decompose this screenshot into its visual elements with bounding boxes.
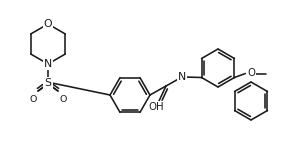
Text: O: O: [44, 19, 52, 29]
Text: N: N: [44, 59, 52, 69]
Text: O: O: [59, 94, 67, 104]
Text: S: S: [44, 78, 51, 88]
Text: OH: OH: [148, 102, 164, 112]
Text: O: O: [248, 69, 255, 79]
Text: N: N: [178, 72, 186, 82]
Text: O: O: [29, 94, 37, 104]
